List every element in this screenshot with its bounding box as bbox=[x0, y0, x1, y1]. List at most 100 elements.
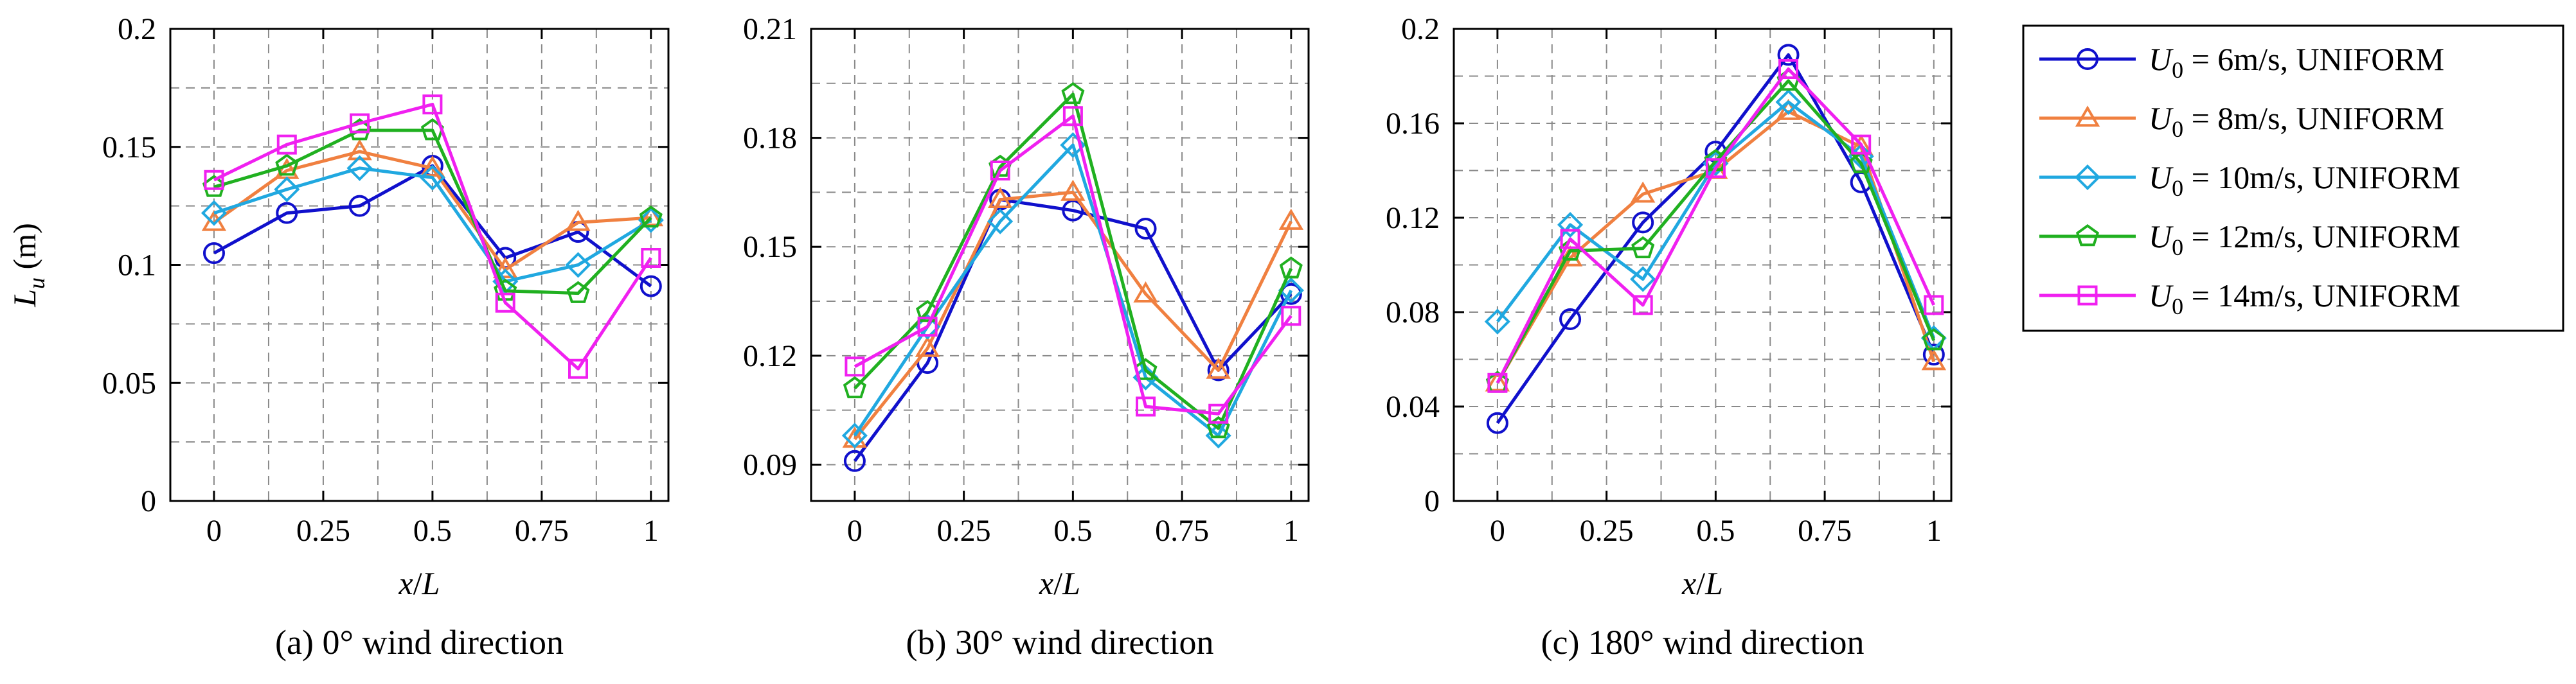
legend-rest: = 12m/s, UNIFORM bbox=[2183, 218, 2460, 254]
legend-label: U0 = 14m/s, UNIFORM bbox=[2149, 277, 2460, 319]
x-tick-label: 0.5 bbox=[413, 514, 452, 548]
data-point bbox=[1485, 370, 1510, 392]
legend-var: U bbox=[2149, 277, 2174, 313]
data-point bbox=[1061, 82, 1085, 105]
series-5 bbox=[1487, 59, 1944, 393]
data-point bbox=[1849, 151, 1873, 173]
data-point bbox=[1206, 357, 1231, 379]
data-point bbox=[565, 252, 591, 278]
data-point bbox=[1632, 211, 1654, 234]
data-point bbox=[201, 209, 227, 231]
data-point bbox=[1851, 134, 1872, 155]
series-line bbox=[854, 92, 1293, 430]
data-point bbox=[1922, 328, 1945, 351]
y-tick-label: 0.04 bbox=[1386, 390, 1440, 424]
data-point bbox=[1705, 158, 1726, 179]
legend-entry: U0 = 12m/s, UNIFORM bbox=[2039, 218, 2460, 260]
data-point bbox=[639, 206, 663, 228]
data-point bbox=[638, 207, 664, 233]
data-point bbox=[990, 161, 1010, 180]
data-point bbox=[1922, 344, 1945, 366]
x-axis-label: x/L bbox=[398, 565, 440, 601]
legend-sub: 0 bbox=[2172, 175, 2183, 201]
data-point bbox=[640, 275, 662, 297]
data-point bbox=[566, 209, 591, 231]
legend-marker bbox=[2074, 164, 2101, 191]
data-point bbox=[841, 423, 868, 449]
y-tick-label: 0.09 bbox=[743, 448, 797, 482]
x-axis-label-slash: / bbox=[413, 565, 422, 601]
legend-label: U0 = 8m/s, UNIFORM bbox=[2149, 100, 2444, 142]
x-tick-label: 0 bbox=[1490, 514, 1505, 548]
x-tick-label: 0.75 bbox=[515, 514, 569, 548]
series-line bbox=[854, 114, 1292, 416]
series-2 bbox=[842, 179, 1304, 448]
y-tick-label: 0.2 bbox=[1401, 12, 1440, 46]
x-tick-label: 0.5 bbox=[1053, 514, 1092, 548]
data-point bbox=[1484, 308, 1510, 335]
panel-caption: (b) 30° wind direction bbox=[906, 623, 1214, 662]
x-axis-label: x/L bbox=[1039, 565, 1080, 601]
data-point bbox=[422, 94, 443, 115]
y-tick-label: 0.1 bbox=[118, 249, 156, 283]
grid-lines bbox=[1454, 28, 1951, 502]
grid-lines bbox=[811, 28, 1309, 501]
data-point bbox=[204, 170, 224, 190]
x-tick-label: 1 bbox=[1926, 514, 1942, 548]
legend-label: U0 = 10m/s, UNIFORM bbox=[2149, 159, 2460, 201]
data-point bbox=[275, 153, 299, 176]
legend-entry: U0 = 10m/s, UNIFORM bbox=[2039, 159, 2460, 201]
legend-sub: 0 bbox=[2172, 294, 2183, 319]
y-tick-label: 0.21 bbox=[743, 12, 797, 46]
series-5 bbox=[845, 106, 1301, 424]
data-point bbox=[1280, 283, 1302, 305]
data-point bbox=[843, 376, 866, 399]
x-tick-label: 0.75 bbox=[1155, 514, 1209, 548]
x-tick-label: 0.25 bbox=[296, 514, 350, 548]
series-line bbox=[1496, 67, 1936, 384]
series-line bbox=[213, 128, 652, 295]
data-point bbox=[987, 187, 1013, 208]
x-tick-label: 0.25 bbox=[937, 514, 991, 548]
data-point bbox=[495, 292, 515, 313]
panel-caption: (a) 0° wind direction bbox=[275, 623, 564, 662]
data-point bbox=[346, 155, 373, 181]
grid-lines bbox=[170, 28, 668, 502]
panel-3: 0 0.25 0.5 0.75 1 0 0.04 0.08 0.12 0.16 0.2 x/L (c) … bbox=[1386, 12, 1953, 662]
data-point bbox=[1208, 403, 1229, 424]
series-line bbox=[213, 166, 652, 283]
data-point bbox=[274, 176, 300, 202]
x-tick-label: 1 bbox=[643, 514, 659, 548]
legend-rest: = 14m/s, UNIFORM bbox=[2183, 277, 2460, 313]
series-line bbox=[853, 190, 1293, 441]
plot-frame bbox=[810, 28, 1310, 502]
data-point bbox=[1062, 106, 1083, 127]
legend-var: U bbox=[2149, 41, 2174, 77]
data-point bbox=[201, 200, 228, 226]
x-axis-label-var: x bbox=[398, 565, 413, 601]
data-point bbox=[1560, 229, 1580, 249]
legend-label: U0 = 6m/s, UNIFORM bbox=[2149, 41, 2444, 83]
y-axis-label-sub: u bbox=[24, 277, 49, 289]
y-tick-label: 0.12 bbox=[1386, 201, 1440, 235]
y-tick-label: 0.18 bbox=[743, 121, 797, 155]
x-axis-label-var: x bbox=[1039, 565, 1053, 601]
x-tick-label: 0.75 bbox=[1798, 514, 1852, 548]
data-point bbox=[1134, 217, 1157, 240]
y-axis-label-var: L bbox=[6, 289, 42, 308]
plot-frame bbox=[1453, 28, 1953, 502]
y-tick-label: 0.16 bbox=[1386, 107, 1440, 141]
data-point bbox=[1557, 211, 1584, 238]
data-point bbox=[1777, 44, 1800, 66]
data-point bbox=[202, 242, 225, 265]
series-3 bbox=[201, 155, 664, 295]
panel-1: 0 0.25 0.5 0.75 100.050.10.150.2x/LLu (m)(a)… bbox=[6, 12, 670, 662]
x-axis-label-var2: L bbox=[1704, 565, 1723, 601]
legend-var: U bbox=[2149, 159, 2174, 195]
data-point bbox=[843, 450, 866, 472]
legend-entry: U0 = 14m/s, UNIFORM bbox=[2039, 277, 2460, 319]
data-point bbox=[1134, 358, 1158, 380]
data-point bbox=[1631, 236, 1655, 259]
data-point bbox=[1921, 349, 1947, 371]
